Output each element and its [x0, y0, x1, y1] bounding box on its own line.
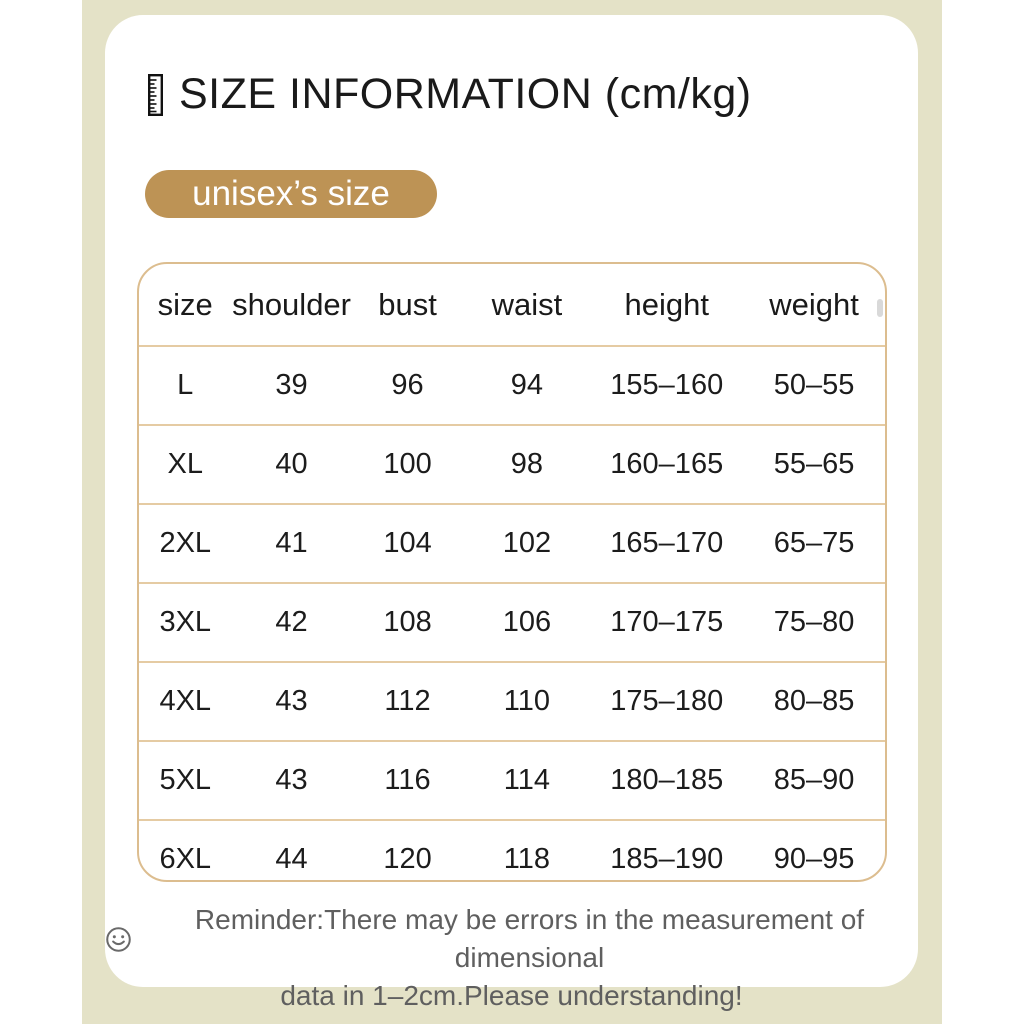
smiley-icon	[106, 926, 131, 952]
page-title: SIZE INFORMATION (cm/kg)	[179, 70, 752, 118]
table-cell: 155–160	[590, 345, 744, 425]
reminder-text-line1: Reminder:There may be errors in the meas…	[194, 904, 865, 973]
column-header-bust: bust	[378, 286, 437, 322]
table-cell: 44	[231, 819, 352, 880]
reminder-text-line2: data in 1–2cm.Please understanding!	[280, 980, 743, 1011]
table-cell: L	[139, 345, 232, 425]
table-cell: 6XL	[139, 819, 232, 880]
scrollbar-artifact	[877, 299, 883, 317]
column-header-height: height	[624, 286, 709, 322]
table-cell: 104	[351, 503, 464, 583]
table-cell: 102	[463, 503, 591, 583]
table-cell: 118	[463, 819, 591, 880]
badge-label: unisex’s size	[192, 174, 390, 213]
table-cell: 185–190	[590, 819, 744, 880]
column-header-shoulder: shoulder	[232, 286, 351, 322]
table-cell: 110	[463, 661, 591, 741]
table-cell: 116	[351, 740, 464, 820]
table-cell: 43	[231, 740, 352, 820]
table-cell: XL	[139, 424, 232, 504]
column-header-waist: waist	[491, 286, 563, 322]
table-cell: 106	[463, 582, 591, 662]
reminder-line-1: Reminder:There may be errors in the meas…	[105, 901, 918, 977]
table-cell: 160–165	[590, 424, 744, 504]
table-cell: 108	[351, 582, 464, 662]
table-row-4xl: 4XL 43 112 110 175–180 80–85	[139, 661, 885, 741]
table-row-3xl: 3XL 42 108 106 170–175 75–80	[139, 582, 885, 662]
reminder-note: Reminder:There may be errors in the meas…	[105, 901, 918, 1015]
table-cell: 114	[463, 740, 591, 820]
table-cell: 100	[351, 424, 464, 504]
table-cell: 55–65	[743, 424, 885, 504]
title-row: SIZE INFORMATION (cm/kg)	[148, 70, 752, 119]
table-row-6xl: 6XL 44 120 118 185–190 90–95	[139, 819, 885, 880]
table-cell: 75–80	[743, 582, 885, 662]
table-cell: 65–75	[743, 503, 885, 583]
unisex-size-badge: unisex’s size	[145, 170, 437, 218]
table-cell: 165–170	[590, 503, 744, 583]
table-row-5xl: 5XL 43 116 114 180–185 85–90	[139, 740, 885, 820]
table-cell: 42	[231, 582, 352, 662]
table-cell: 96	[351, 345, 464, 425]
column-header-weight: weight	[769, 286, 859, 322]
size-table: size shoulder bust waist height weight L…	[139, 264, 885, 880]
table-cell: 98	[463, 424, 591, 504]
ruler-icon	[148, 73, 163, 116]
table-cell: 50–55	[743, 345, 885, 425]
table-cell: 112	[351, 661, 464, 741]
table-cell: 39	[231, 345, 352, 425]
table-cell: 4XL	[139, 661, 232, 741]
table-row-l: L 39 96 94 155–160 50–55	[139, 345, 885, 425]
table-cell: 90–95	[743, 819, 885, 880]
size-table-container: size shoulder bust waist height weight L…	[137, 262, 887, 882]
table-cell: 120	[351, 819, 464, 880]
table-cell: 170–175	[590, 582, 744, 662]
table-cell: 85–90	[743, 740, 885, 820]
table-row-xl: XL 40 100 98 160–165 55–65	[139, 424, 885, 504]
table-cell: 41	[231, 503, 352, 583]
table-cell: 40	[231, 424, 352, 504]
table-cell: 43	[231, 661, 352, 741]
column-header-size: size	[157, 286, 213, 322]
table-row-2xl: 2XL 41 104 102 165–170 65–75	[139, 503, 885, 583]
table-header-row: size shoulder bust waist height weight	[139, 264, 885, 346]
table-cell: 3XL	[139, 582, 232, 662]
table-cell: 5XL	[139, 740, 232, 820]
table-cell: 80–85	[743, 661, 885, 741]
table-cell: 175–180	[590, 661, 744, 741]
table-cell: 94	[463, 345, 591, 425]
table-cell: 2XL	[139, 503, 232, 583]
table-cell: 180–185	[590, 740, 744, 820]
